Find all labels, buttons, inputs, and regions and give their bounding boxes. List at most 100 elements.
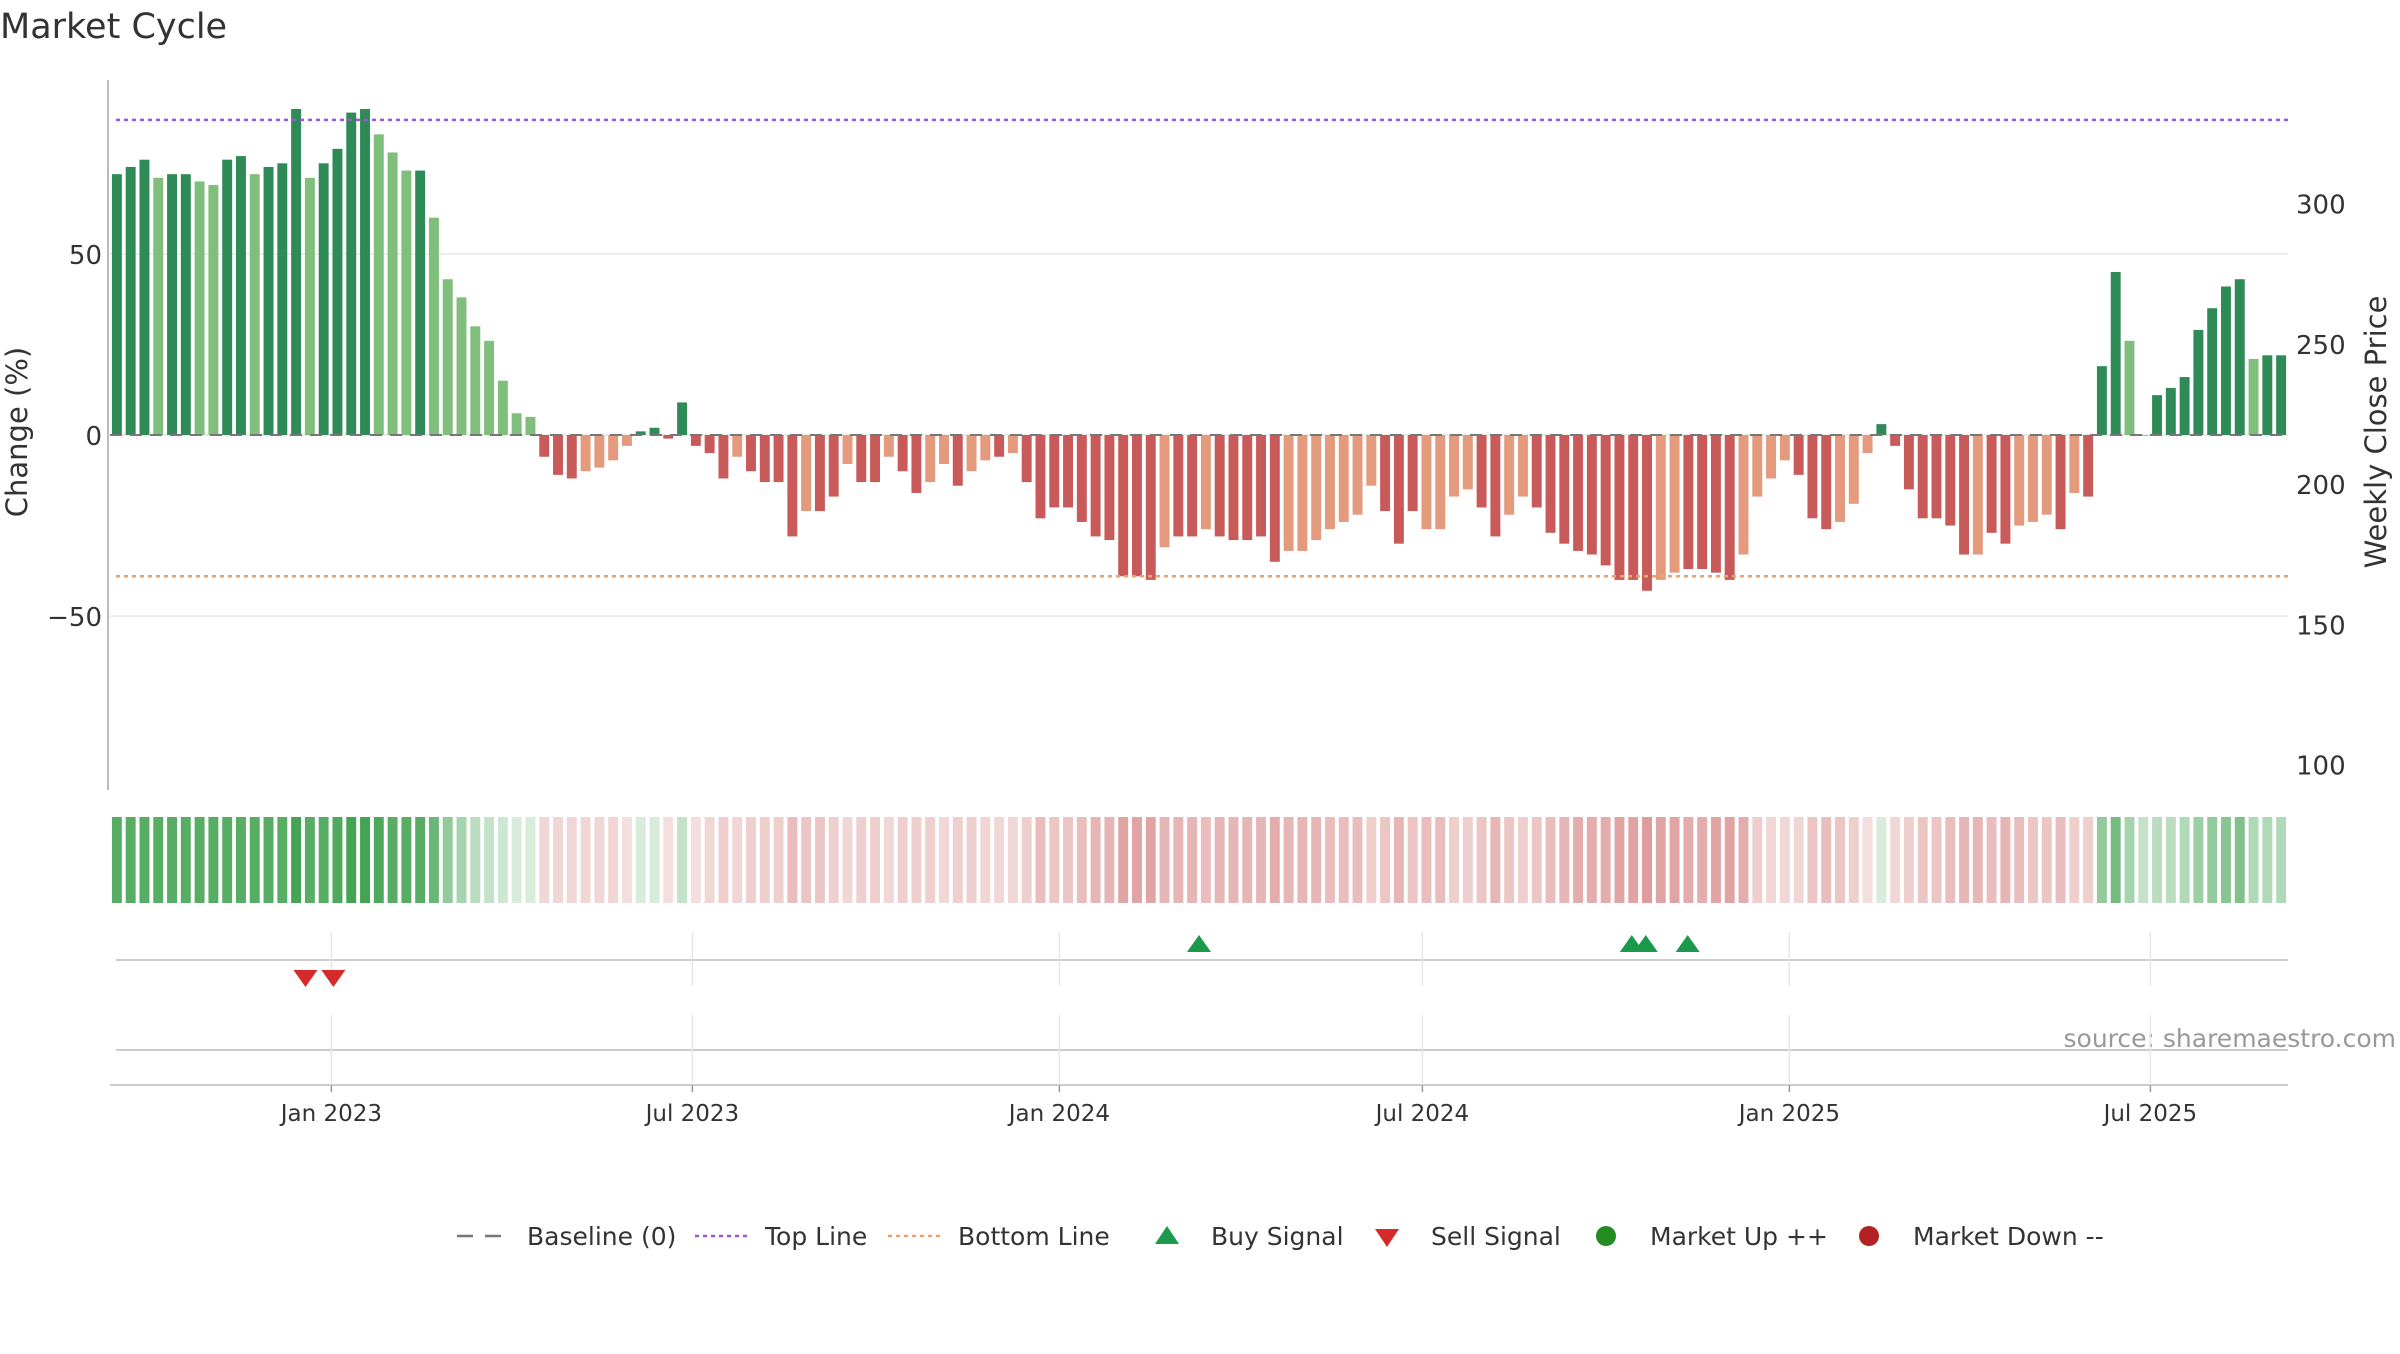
strip-cell xyxy=(842,817,853,903)
bar xyxy=(580,435,591,472)
bar xyxy=(2221,286,2231,435)
strip-cell xyxy=(2165,817,2176,903)
strip-cell xyxy=(1366,817,1377,903)
strip-cell xyxy=(1311,817,1322,903)
strip-cell xyxy=(608,817,619,903)
strip-cell xyxy=(263,817,274,903)
bar xyxy=(401,170,412,435)
source-label: source: sharemaestro.com xyxy=(2064,1024,2397,1053)
strip-cell xyxy=(1890,817,1901,903)
bar xyxy=(1283,435,1294,551)
bar xyxy=(1821,435,1832,530)
strip-cell xyxy=(1793,817,1804,903)
strip-cell xyxy=(1642,817,1652,903)
strip-cell xyxy=(1076,817,1087,903)
bar xyxy=(346,112,357,435)
strip-cell xyxy=(1118,817,1129,903)
bar xyxy=(1449,435,1459,497)
y2-axis-label: Weekly Close Price xyxy=(2359,296,2393,569)
bar xyxy=(842,435,853,464)
strip-cell xyxy=(621,817,632,903)
strip-cell xyxy=(1766,817,1777,903)
bar xyxy=(1986,435,1997,533)
sell-signal-marker xyxy=(293,970,318,987)
legend-swatch xyxy=(1375,1229,1399,1247)
strip-cell xyxy=(1449,817,1459,903)
bar xyxy=(1628,435,1639,580)
bar xyxy=(1007,435,1018,454)
bar xyxy=(2276,355,2287,435)
bar xyxy=(1173,435,1184,537)
strip-cell xyxy=(897,817,908,903)
strip-cell xyxy=(1256,817,1266,903)
strip-cell xyxy=(1959,817,1970,903)
strip-cell xyxy=(304,817,315,903)
strip-cell xyxy=(1476,817,1487,903)
bar xyxy=(911,435,922,493)
bar xyxy=(897,435,908,472)
y2-tick-label: 200 xyxy=(2296,471,2346,501)
bar xyxy=(1242,435,1253,541)
bar xyxy=(1159,435,1170,548)
strip-cell xyxy=(1063,817,1074,903)
bar xyxy=(2152,395,2163,435)
strip-cell xyxy=(1669,817,1680,903)
bar xyxy=(1807,435,1818,519)
strip-cell xyxy=(1945,817,1956,903)
strip-cell xyxy=(1407,817,1418,903)
strip-cell xyxy=(2248,817,2259,903)
strip-cell xyxy=(580,817,591,903)
bar xyxy=(635,431,646,435)
bar xyxy=(1421,435,1432,530)
bar xyxy=(1890,435,1901,446)
strip-cell xyxy=(787,817,798,903)
strip-cell xyxy=(1421,817,1432,903)
bar xyxy=(539,435,550,457)
legend-item-bottom_line: Bottom Line xyxy=(888,1222,1110,1251)
bar xyxy=(1779,435,1790,461)
strip-cell xyxy=(925,817,936,903)
bar xyxy=(456,297,467,435)
strip-cell xyxy=(1145,817,1156,903)
strip-cell xyxy=(1628,817,1639,903)
bar xyxy=(1366,435,1377,486)
bar xyxy=(1945,435,1956,526)
strip-cell xyxy=(1380,817,1391,903)
strip-cell xyxy=(497,817,508,903)
strip-cell xyxy=(415,817,426,903)
strip-cell xyxy=(470,817,481,903)
bar xyxy=(2179,377,2190,435)
bar xyxy=(304,177,315,435)
heat-strip xyxy=(111,817,2287,903)
strip-cell xyxy=(746,817,756,903)
bar xyxy=(1090,435,1101,537)
strip-cell xyxy=(1187,817,1198,903)
strip-cell xyxy=(1393,817,1404,903)
y-tick-label: −50 xyxy=(47,603,102,633)
bar xyxy=(1352,435,1363,515)
strip-cell xyxy=(1283,817,1294,903)
bar xyxy=(883,435,894,457)
bar xyxy=(360,108,370,435)
x-ticks: Jan 2023 Jul 2023 Jan 2024 Jul 2024 Jan 2025… xyxy=(279,1085,2197,1127)
bar xyxy=(332,148,343,435)
strip-cell xyxy=(1159,817,1170,903)
strip-cell xyxy=(939,817,949,903)
strip-cell xyxy=(663,817,674,903)
strip-cell xyxy=(1862,817,1873,903)
strip-cell xyxy=(318,817,329,903)
bar xyxy=(1931,435,1942,519)
bar xyxy=(1187,435,1198,537)
bar xyxy=(1724,435,1735,580)
strip-cell xyxy=(111,817,122,903)
strip-cell xyxy=(1614,817,1625,903)
legend-swatch xyxy=(1596,1226,1616,1246)
bar xyxy=(511,413,522,435)
strip-cell xyxy=(704,817,715,903)
strip-cell xyxy=(2138,817,2149,903)
bar xyxy=(318,163,329,435)
strip-cell xyxy=(594,817,605,903)
bar xyxy=(1132,435,1142,577)
bar xyxy=(1586,435,1597,555)
